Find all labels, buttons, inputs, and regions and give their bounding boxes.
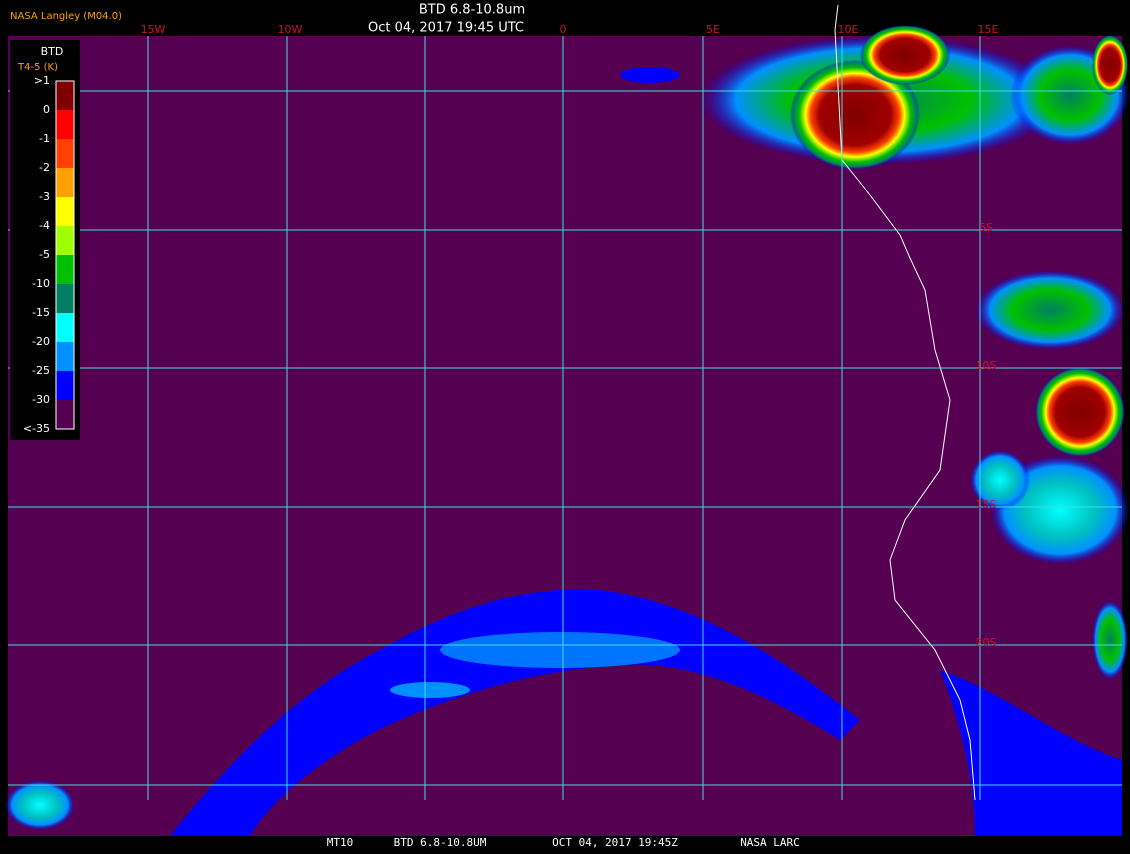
agency: NASA Langley (M04.0) bbox=[10, 11, 122, 22]
cloud bbox=[390, 682, 470, 698]
cloud bbox=[975, 270, 1125, 350]
cloud bbox=[970, 450, 1030, 510]
latitude-label: 5S bbox=[979, 221, 993, 234]
legend-swatch bbox=[56, 371, 74, 400]
legend-label: -20 bbox=[32, 335, 50, 348]
legend-label: -4 bbox=[39, 219, 50, 232]
latitude-label: 15S bbox=[976, 498, 997, 511]
legend-label: -15 bbox=[32, 306, 50, 319]
legend-label: -3 bbox=[39, 190, 50, 203]
longitude-label: 10W bbox=[278, 23, 303, 36]
footer-item: BTD 6.8-10.8UM bbox=[394, 836, 487, 849]
cloud bbox=[5, 780, 75, 830]
legend: >1 0 -1 -2 -3 -4 -5 -10 -15 -20 -25 -30 <-35 bbox=[23, 74, 75, 435]
legend-swatch bbox=[56, 197, 74, 226]
longitude-label: 15W bbox=[141, 23, 166, 36]
legend-swatch bbox=[56, 226, 74, 255]
legend-units: T4-5 (K) bbox=[17, 62, 58, 73]
legend-outline bbox=[55, 80, 75, 430]
legend-label: -2 bbox=[39, 161, 50, 174]
legend-swatch bbox=[56, 284, 74, 313]
longitude-label: 15E bbox=[978, 23, 999, 36]
clouds bbox=[5, 25, 1130, 836]
longitude-label: 0 bbox=[560, 23, 567, 36]
legend-swatch bbox=[56, 255, 74, 284]
storm bbox=[1092, 35, 1128, 95]
longitude-label: 10E bbox=[838, 23, 859, 36]
legend-label: -1 bbox=[39, 132, 50, 145]
legend-title: BTD bbox=[41, 45, 64, 58]
footer-item: OCT 04, 2017 19:45Z bbox=[552, 836, 678, 849]
legend-label: -25 bbox=[32, 364, 50, 377]
latitude-label: 10S bbox=[976, 359, 997, 372]
cloud bbox=[440, 632, 680, 668]
legend-label: -5 bbox=[39, 248, 50, 261]
footer: MT10 BTD 6.8-10.8UM OCT 04, 2017 19:45Z NAS… bbox=[327, 836, 800, 849]
legend-label: -10 bbox=[32, 277, 50, 290]
coastline bbox=[834, 4, 976, 801]
footer-item: NASA LARC bbox=[740, 836, 800, 849]
legend-label: <-35 bbox=[23, 422, 50, 435]
cloud bbox=[1092, 600, 1128, 680]
graticule bbox=[8, 36, 1122, 800]
legend-swatch bbox=[56, 168, 74, 197]
cloud bbox=[620, 67, 680, 83]
graticule-labels: 15W 10W 0 5E 10E 15E 5S 10S 15S 20S bbox=[141, 23, 999, 649]
storm bbox=[1035, 367, 1125, 457]
legend-swatch bbox=[56, 313, 74, 342]
legend-label: 0 bbox=[43, 103, 50, 116]
latitude-label: 20S bbox=[976, 636, 997, 649]
legend-swatch bbox=[56, 110, 74, 139]
timestamp: Oct 04, 2017 19:45 UTC bbox=[368, 21, 524, 36]
image-area bbox=[8, 36, 1122, 836]
legend-swatch bbox=[56, 139, 74, 168]
legend-label: >1 bbox=[34, 74, 50, 87]
cloud-band bbox=[170, 589, 860, 836]
storm bbox=[860, 25, 950, 85]
storm bbox=[790, 60, 920, 170]
legend-swatch bbox=[56, 81, 74, 110]
cloud-band bbox=[940, 670, 1122, 836]
longitude-label: 5E bbox=[706, 23, 720, 36]
footer-item: MT10 bbox=[327, 836, 354, 849]
legend-label: -30 bbox=[32, 393, 50, 406]
legend-swatch bbox=[56, 400, 74, 429]
legend-swatch bbox=[56, 342, 74, 371]
title: BTD 6.8-10.8um bbox=[419, 3, 525, 18]
